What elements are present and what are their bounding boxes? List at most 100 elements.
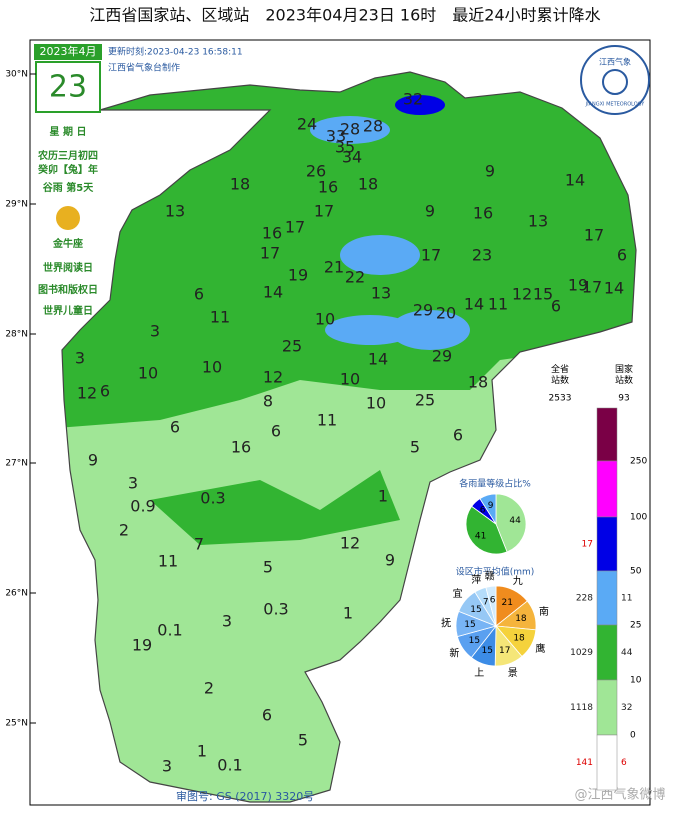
pie-category: 景: [508, 667, 518, 679]
station-value: 3: [75, 349, 85, 368]
pie-slice: [495, 493, 527, 553]
legend-threshold: 250: [630, 457, 647, 467]
pie-value: 44: [509, 516, 521, 526]
station-value: 28: [340, 120, 360, 139]
legend-swatch: [596, 516, 618, 572]
station-value: 13: [165, 202, 185, 221]
station-value: 7: [194, 535, 204, 554]
station-value: 11: [210, 308, 230, 327]
station-value: 19: [288, 266, 308, 285]
province-count: 228: [576, 594, 593, 604]
station-value: 0.3: [200, 489, 225, 508]
pie-category: 鹰: [535, 642, 545, 655]
station-value: 16: [473, 204, 493, 223]
station-value: 14: [368, 350, 388, 369]
station-value: 9: [485, 162, 495, 181]
pie-category: 宜: [453, 587, 463, 600]
station-value: 1: [343, 604, 353, 623]
pie-category: 萍: [471, 574, 481, 586]
pie-category: 南: [539, 605, 549, 618]
moderate-rain-area: [150, 470, 400, 545]
station-value: 1: [197, 742, 207, 761]
heavy-rain-area: [390, 310, 470, 350]
station-value: 6: [551, 297, 561, 316]
station-value: 17: [421, 246, 441, 265]
zodiac-icon: [56, 206, 80, 230]
event: 图书和版权日: [38, 283, 98, 296]
latitude-label: 27°N: [5, 459, 28, 469]
pie-value: 18: [513, 634, 525, 644]
station-value: 18: [230, 175, 250, 194]
pie-value: 41: [475, 531, 486, 541]
station-value: 16: [318, 178, 338, 197]
station-value: 6: [262, 706, 272, 725]
station-value: 14: [565, 171, 585, 190]
station-value: 14: [263, 283, 283, 302]
station-value: 10: [315, 310, 335, 329]
station-value: 16: [262, 224, 282, 243]
national-count: 6: [621, 758, 627, 768]
legend-swatch: [596, 570, 618, 626]
province-total: 2533: [549, 394, 572, 404]
station-value: 6: [453, 426, 463, 445]
station-value: 11: [158, 552, 178, 571]
national-count: 44: [621, 648, 633, 658]
pie-category: 赣: [485, 569, 495, 582]
station-value: 19: [568, 276, 588, 295]
station-value: 17: [285, 218, 305, 237]
heavy-rain-area: [310, 116, 390, 144]
lunar-date: 农历三月初四: [37, 149, 98, 162]
calendar-day: 23: [49, 70, 87, 105]
national-total: 93: [618, 394, 629, 404]
zodiac: 金牛座: [52, 237, 83, 250]
station-value: 9: [425, 202, 435, 221]
legend-swatch: [596, 624, 618, 681]
pie-value: 15: [469, 636, 480, 646]
station-value: 3: [128, 474, 138, 493]
station-value: 10: [340, 370, 360, 389]
station-value: 5: [298, 731, 308, 750]
rainstorm-area: [395, 95, 445, 115]
station-value: 21: [324, 258, 344, 277]
weekday: 星 期 日: [50, 125, 87, 138]
pie-value: 17: [499, 646, 510, 656]
footer: 审图号: GS (2017) 3320号: [176, 789, 314, 803]
station-value: 12: [512, 285, 532, 304]
pie-value: 15: [470, 605, 481, 615]
station-value: 9: [385, 551, 395, 570]
solar-term: 谷雨 第5天: [43, 181, 94, 194]
legend-swatch: [596, 734, 618, 791]
station-value: 18: [468, 373, 488, 392]
station-value: 10: [202, 358, 222, 377]
station-value: 14: [464, 295, 484, 314]
legend-threshold: 100: [630, 513, 647, 523]
province-border: [61, 71, 637, 803]
latitude-label: 30°N: [5, 70, 28, 80]
event: 世界儿童日: [43, 304, 93, 317]
logo-symbol: [602, 69, 628, 95]
pie-value: 6: [480, 505, 486, 515]
station-value: 17: [582, 278, 602, 297]
station-value: 0.1: [157, 621, 182, 640]
station-value: 6: [100, 382, 110, 401]
station-value: 3: [150, 322, 160, 341]
station-value: 0.3: [263, 600, 288, 619]
watermark: @江西气象微博: [574, 787, 665, 803]
pie-category: 九: [513, 575, 523, 587]
province-count: 1029: [570, 648, 593, 658]
legend-threshold: 50: [630, 567, 642, 577]
station-value: 3: [162, 757, 172, 776]
legend-threshold: 25: [630, 621, 641, 631]
station-value: 13: [371, 284, 391, 303]
pie-category: 新: [449, 647, 459, 660]
station-value: 19: [132, 636, 152, 655]
logo-top: 江西气象: [599, 57, 631, 67]
legend-swatch: [596, 679, 618, 736]
update-time: 更新时刻:2023-04-23 16:58:11: [108, 46, 243, 58]
station-value: 13: [528, 212, 548, 231]
station-value: 25: [282, 337, 302, 356]
heavy-rain-area: [325, 315, 415, 345]
pie-value: 18: [515, 614, 527, 624]
station-value: 1: [378, 487, 388, 506]
